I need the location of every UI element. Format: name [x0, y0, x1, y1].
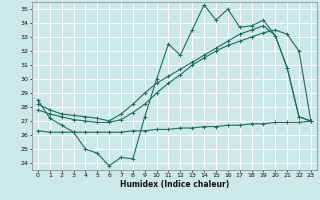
X-axis label: Humidex (Indice chaleur): Humidex (Indice chaleur): [120, 180, 229, 189]
